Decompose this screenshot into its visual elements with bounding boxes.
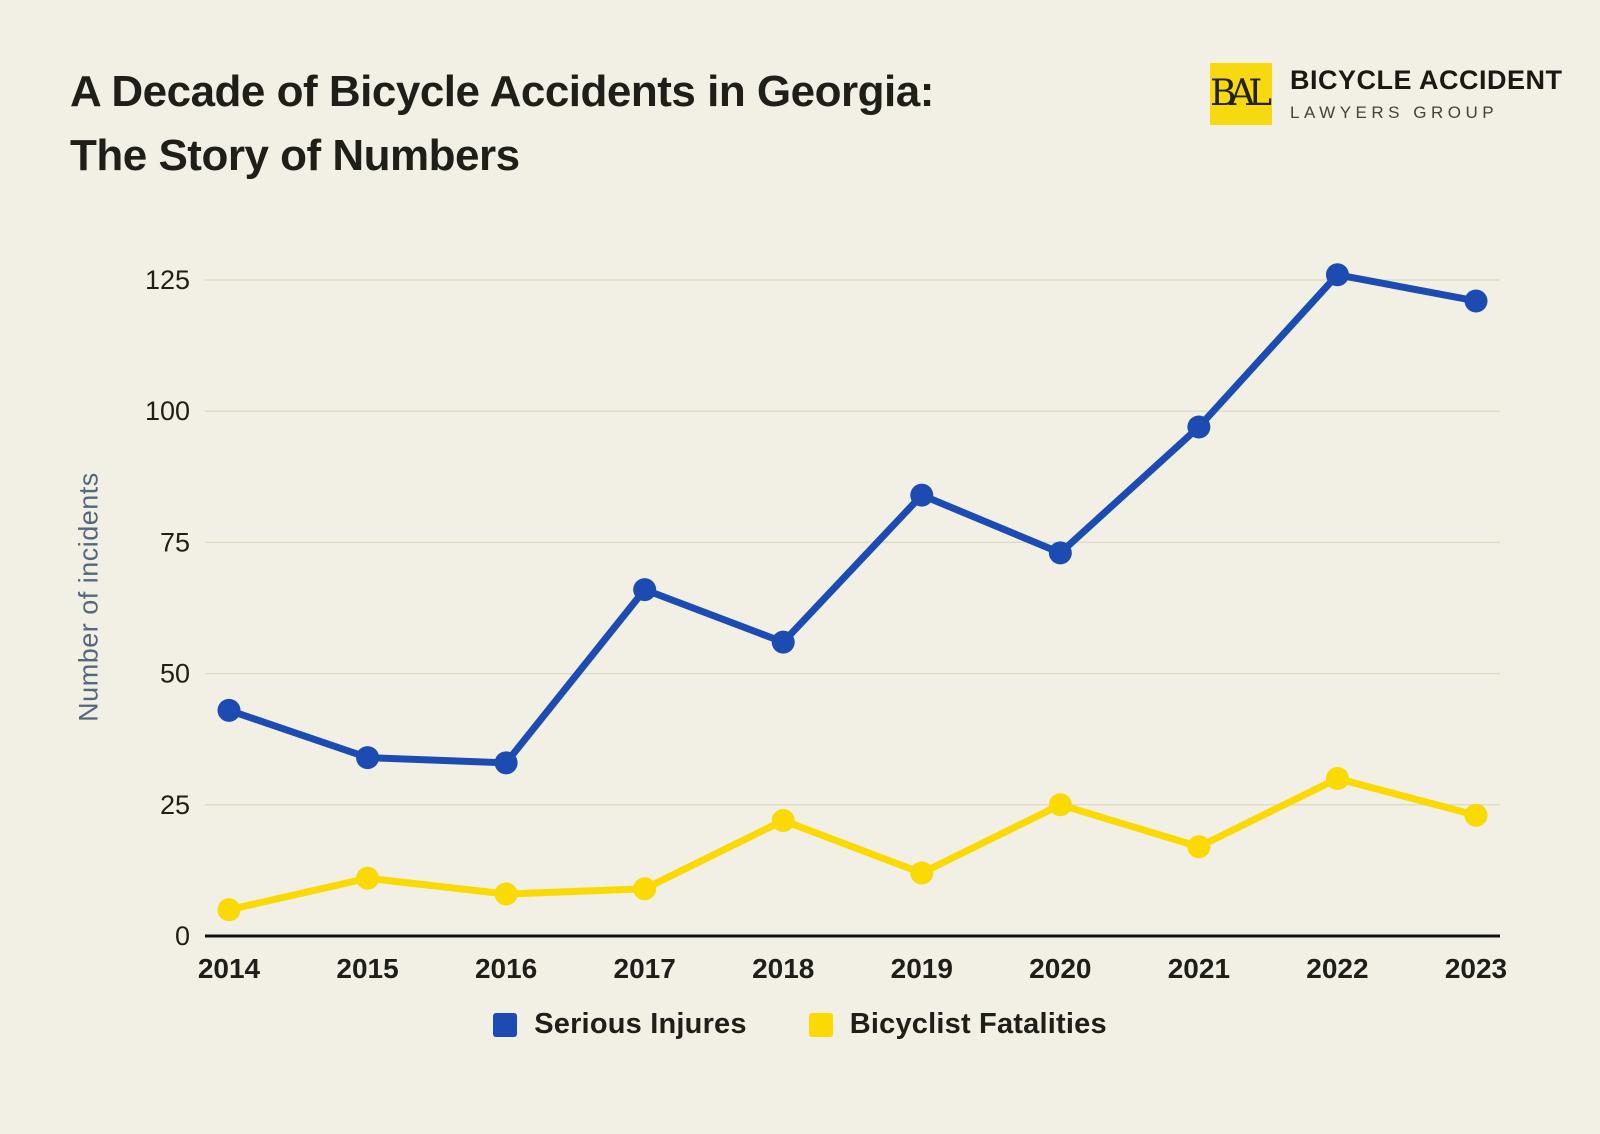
- y-tick-label-75: 75: [160, 527, 190, 557]
- legend-item-serious-injures: Serious Injures: [493, 1008, 747, 1041]
- x-tick-label-2018: 2018: [752, 953, 814, 984]
- x-tick-label-2014: 2014: [198, 953, 261, 984]
- logo-company-name: BICYCLE ACCIDENT: [1290, 65, 1563, 95]
- y-tick-label-100: 100: [145, 396, 190, 426]
- data-point-bicyclist-fatalities-2021: [1187, 835, 1211, 859]
- company-logo: BAL BICYCLE ACCIDENT LAWYERS GROUP: [1210, 63, 1563, 125]
- data-point-serious-injures-2021: [1187, 415, 1211, 439]
- page-title: A Decade of Bicycle Accidents in Georgia…: [70, 60, 934, 188]
- y-tick-label-50: 50: [160, 659, 190, 689]
- data-point-bicyclist-fatalities-2023: [1464, 803, 1488, 827]
- x-tick-label-2017: 2017: [614, 953, 676, 984]
- x-tick-label-2022: 2022: [1306, 953, 1368, 984]
- data-point-serious-injures-2017: [633, 578, 657, 602]
- x-tick-label-2021: 2021: [1168, 953, 1230, 984]
- data-point-bicyclist-fatalities-2022: [1325, 767, 1349, 791]
- y-tick-label-0: 0: [175, 921, 190, 951]
- series-line-serious-injures: [225, 271, 1480, 767]
- x-tick-label-2015: 2015: [336, 953, 398, 984]
- data-point-serious-injures-2015: [356, 746, 380, 770]
- page-title-line2: The Story of Numbers: [70, 131, 520, 180]
- logo-monogram-text: BAL: [1210, 72, 1272, 114]
- data-point-bicyclist-fatalities-2016: [494, 882, 518, 906]
- legend-swatch-serious-injures: [493, 1012, 518, 1037]
- data-point-serious-injures-2019: [910, 483, 934, 507]
- x-tick-label-2020: 2020: [1029, 953, 1091, 984]
- y-tick-label-25: 25: [160, 790, 190, 820]
- y-tick-label-125: 125: [145, 265, 190, 295]
- data-point-bicyclist-fatalities-2020: [1048, 793, 1072, 817]
- series-line-bicyclist-fatalities: [225, 775, 1480, 914]
- y-axis-title: Number of incidents: [73, 472, 104, 722]
- data-point-serious-injures-2018: [771, 630, 795, 654]
- data-point-serious-injures-2023: [1464, 289, 1488, 313]
- data-point-bicyclist-fatalities-2015: [356, 866, 380, 890]
- logo-company-subtitle: LAWYERS GROUP: [1290, 103, 1499, 122]
- legend-label-bicyclist-fatalities: Bicyclist Fatalities: [849, 1008, 1107, 1040]
- x-tick-label-2016: 2016: [475, 953, 537, 984]
- data-point-serious-injures-2014: [217, 698, 241, 722]
- legend-item-bicyclist-fatalities: Bicyclist Fatalities: [808, 1008, 1107, 1041]
- data-point-serious-injures-2016: [494, 751, 518, 775]
- x-tick-label-2019: 2019: [891, 953, 953, 984]
- data-point-bicyclist-fatalities-2017: [633, 877, 657, 901]
- data-point-serious-injures-2022: [1325, 263, 1349, 287]
- logo-wordmark: BICYCLE ACCIDENT LAWYERS GROUP: [1290, 65, 1563, 123]
- chart-legend: Serious Injures Bicyclist Fatalities: [0, 1008, 1600, 1041]
- legend-label-serious-injures: Serious Injures: [534, 1008, 747, 1040]
- data-point-bicyclist-fatalities-2014: [217, 898, 241, 922]
- logo-monogram-badge: BAL: [1210, 63, 1272, 125]
- x-tick-label-2023: 2023: [1445, 953, 1507, 984]
- data-point-serious-injures-2020: [1048, 541, 1072, 565]
- legend-swatch-bicyclist-fatalities: [808, 1012, 833, 1037]
- page-title-line1: A Decade of Bicycle Accidents in Georgia…: [70, 67, 934, 116]
- data-point-bicyclist-fatalities-2019: [910, 861, 934, 885]
- data-point-bicyclist-fatalities-2018: [771, 809, 795, 833]
